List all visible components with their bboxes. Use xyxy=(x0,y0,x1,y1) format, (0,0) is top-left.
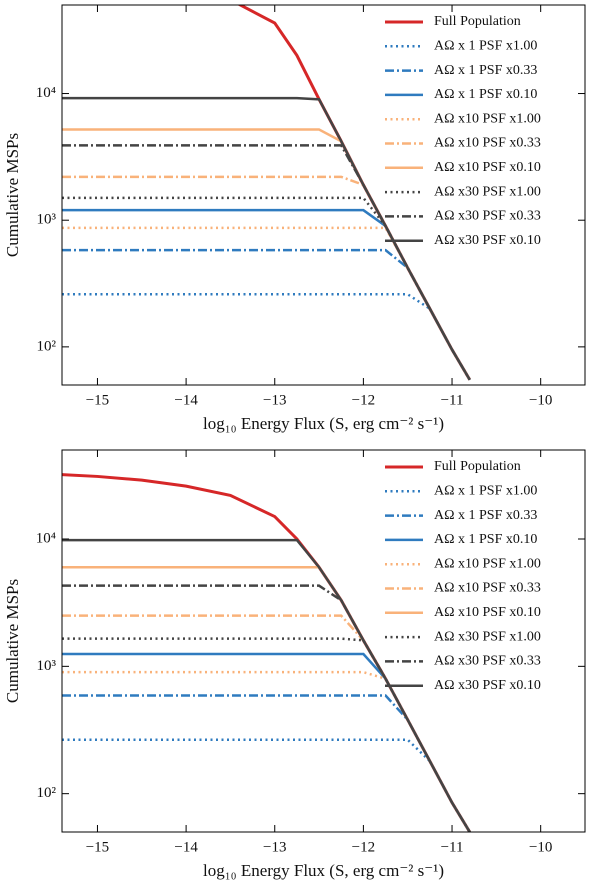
x-tick-label: −11 xyxy=(441,392,464,408)
legend-label: AΩ x 1 PSF x0.33 xyxy=(434,63,537,78)
series-line xyxy=(62,175,471,381)
series-line xyxy=(62,694,471,832)
series-group xyxy=(62,473,472,832)
x-tick-label: −13 xyxy=(263,392,286,408)
legend-label: AΩ x10 PSF x0.33 xyxy=(434,136,541,151)
legend-label: AΩ x30 PSF x1.00 xyxy=(434,629,541,644)
series-line xyxy=(62,614,471,832)
legend-label: Full Population xyxy=(434,459,521,474)
x-tick-label: −12 xyxy=(352,392,375,408)
legend-label: AΩ x30 PSF x0.33 xyxy=(434,209,541,224)
legend-label: Full Population xyxy=(434,14,521,29)
series-line xyxy=(62,96,471,381)
y-tick-label: 10⁴ xyxy=(36,85,56,101)
legend-label: AΩ x30 PSF x0.33 xyxy=(434,654,541,669)
legend-label: AΩ x30 PSF x0.10 xyxy=(434,678,541,693)
series-line xyxy=(62,293,471,381)
legend-label: AΩ x 1 PSF x1.00 xyxy=(434,39,537,54)
series-line xyxy=(62,226,471,381)
legend-label: AΩ x10 PSF x0.33 xyxy=(434,581,541,596)
series-line xyxy=(62,738,471,832)
series-line xyxy=(237,5,472,381)
x-tick-label: −10 xyxy=(529,839,552,855)
panel: −15 −14 −13 −12 −11 −10 10² 10³ 10⁴ log₁₀ Energy … xyxy=(3,449,586,880)
y-tick-label: 10⁴ xyxy=(36,530,56,546)
series-line xyxy=(62,538,471,832)
y-tick-label: 10³ xyxy=(37,658,57,674)
series-line xyxy=(62,144,471,381)
legend-label: AΩ x30 PSF x1.00 xyxy=(434,184,541,199)
legend-label: AΩ x 1 PSF x1.00 xyxy=(434,484,537,499)
x-tick-label: −14 xyxy=(174,392,198,408)
legend-label: AΩ x 1 PSF x0.10 xyxy=(434,532,537,547)
legend-label: AΩ x 1 PSF x0.33 xyxy=(434,508,537,523)
x-tick-label: −13 xyxy=(263,839,286,855)
x-axis-label: log₁₀ Energy Flux (S, erg cm⁻² s⁻¹) xyxy=(203,861,444,880)
panel: −15 −14 −13 −12 −11 −10 10² 10³ 10⁴ log₁₀ Energy … xyxy=(3,4,586,433)
series-line xyxy=(62,637,471,832)
x-tick-label: −12 xyxy=(352,839,375,855)
legend-label: AΩ x10 PSF x0.10 xyxy=(434,605,541,620)
x-tick-label: −11 xyxy=(441,839,464,855)
y-tick-label: 10² xyxy=(37,785,57,801)
y-tick-label: 10³ xyxy=(37,212,57,228)
y-tick-label: 10² xyxy=(37,338,57,354)
plot-frame xyxy=(61,4,586,386)
series-line xyxy=(62,670,471,832)
series-group xyxy=(62,5,472,381)
legend-label: AΩ x 1 PSF x0.10 xyxy=(434,87,537,102)
x-axis-label: log₁₀ Energy Flux (S, erg cm⁻² s⁻¹) xyxy=(203,414,444,433)
plot-frame xyxy=(61,449,586,833)
y-axis-label: Cumulative MSPs xyxy=(3,579,22,703)
y-axis-label: Cumulative MSPs xyxy=(3,133,22,257)
legend-label: AΩ x10 PSF x0.10 xyxy=(434,160,541,175)
x-tick-label: −10 xyxy=(529,392,552,408)
legend-label: AΩ x10 PSF x1.00 xyxy=(434,111,541,126)
x-tick-label: −15 xyxy=(86,839,109,855)
series-line xyxy=(62,652,471,832)
series-line xyxy=(62,584,471,832)
x-tick-label: −15 xyxy=(86,392,109,408)
legend-label: AΩ x10 PSF x1.00 xyxy=(434,556,541,571)
legend-label: AΩ x30 PSF x0.10 xyxy=(434,233,541,248)
series-line xyxy=(62,196,471,381)
series-line xyxy=(62,566,471,832)
x-tick-label: −14 xyxy=(174,839,198,855)
